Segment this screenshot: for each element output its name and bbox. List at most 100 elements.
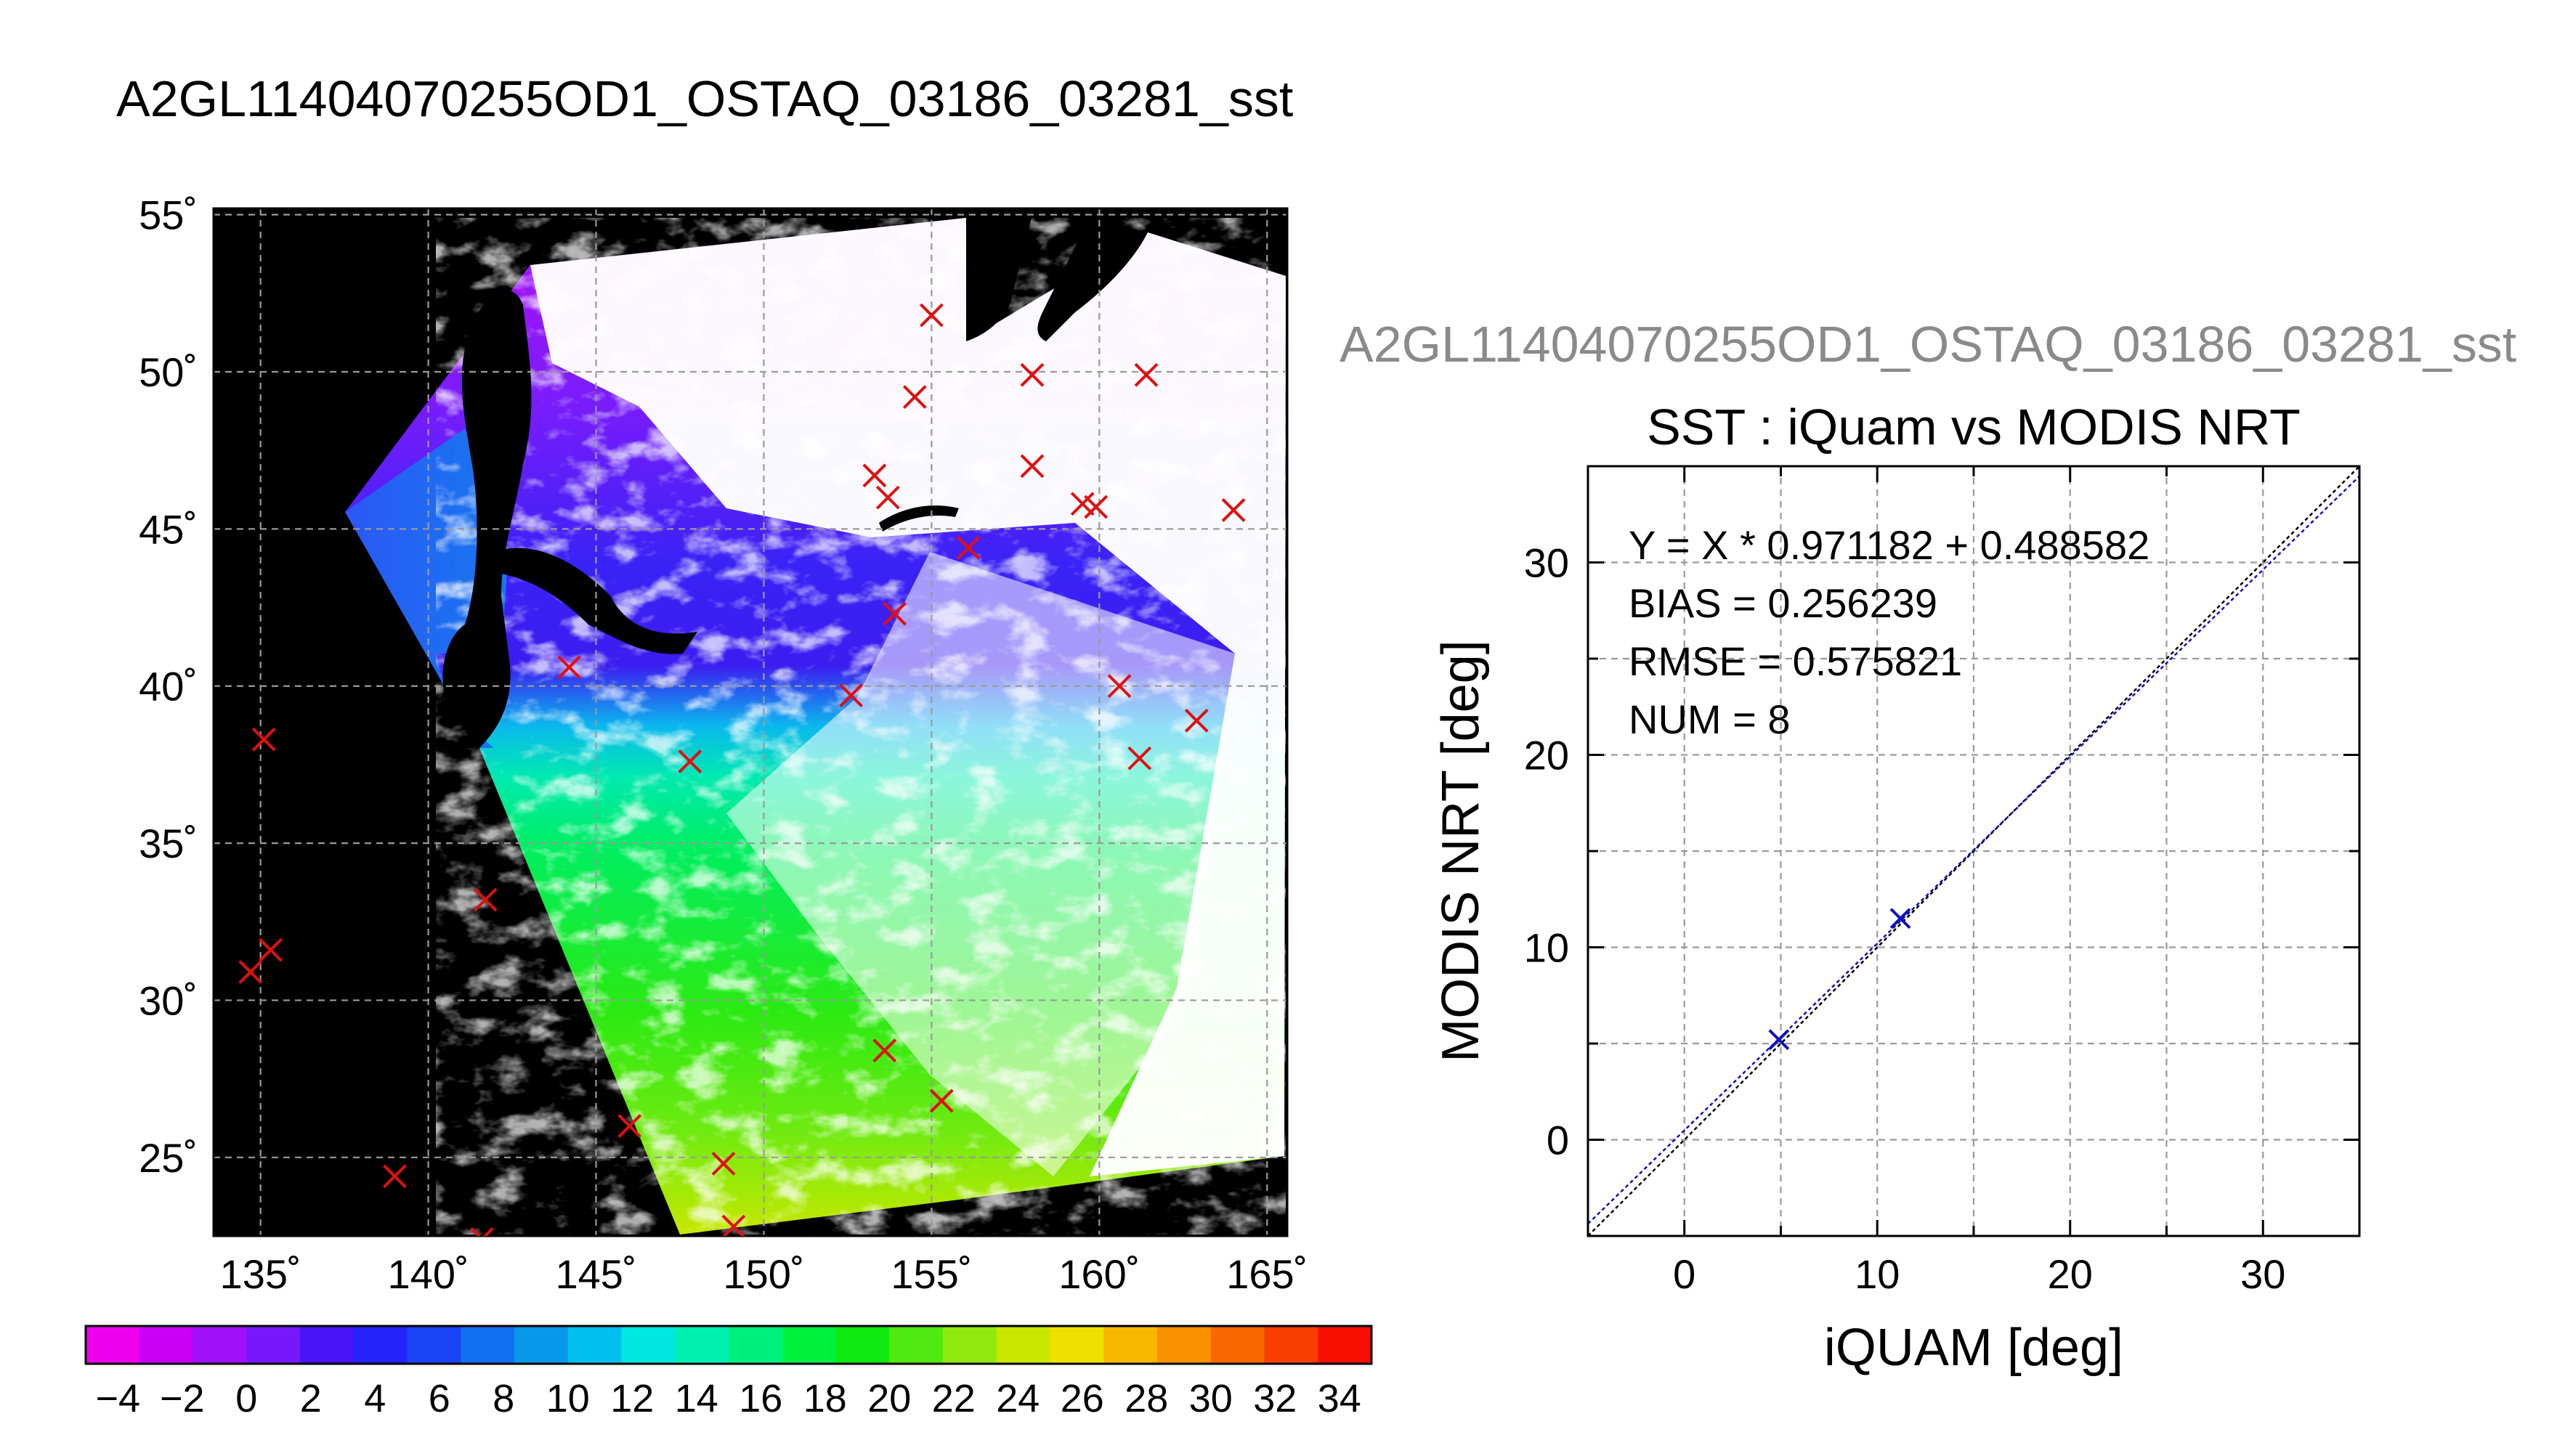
scatter-title: SST : iQuam vs MODIS NRT — [1647, 399, 2301, 455]
match-point-marker — [862, 463, 887, 488]
map-tick-labels: 135˚ 140˚ 145˚ 150˚ 155˚ 160˚ 165˚ 55˚ 50˚ 45˚ 40˚… — [139, 192, 1308, 1297]
colorbar-tick-label: 12 — [610, 1377, 654, 1420]
match-point-marker — [875, 485, 900, 510]
colorbar-tick-label: −2 — [160, 1377, 205, 1420]
lat-tick-label: 30˚ — [139, 977, 198, 1023]
colorbar-tick-label: 14 — [675, 1377, 718, 1420]
lon-tick-label: 135˚ — [220, 1251, 301, 1297]
match-point-marker — [1221, 497, 1246, 522]
land-hokkaido — [494, 548, 697, 654]
colorbar-swatch — [246, 1326, 301, 1364]
land-kamchatka — [1037, 218, 1148, 341]
colorbar-tick-label: 2 — [300, 1377, 322, 1420]
match-point-marker — [929, 1089, 954, 1113]
sst-map: 135˚ 140˚ 145˚ 150˚ 155˚ 160˚ 165˚ 55˚ 50˚ 45˚ 40˚… — [139, 192, 1308, 1297]
match-point-marker — [470, 1227, 494, 1236]
scatter-point — [1768, 1029, 1790, 1051]
match-point-marker — [678, 749, 702, 774]
match-point-marker — [1127, 746, 1152, 770]
match-point-marker — [872, 1038, 897, 1063]
colorbar-tick-label: 10 — [546, 1377, 590, 1420]
colorbar-swatch — [514, 1326, 569, 1364]
match-point-marker — [902, 385, 927, 410]
match-point-marker — [259, 938, 283, 962]
scatter-y-tick-label: 20 — [1524, 733, 1569, 778]
scatter-annotation: Y = X * 0.971182 + 0.488582 — [1629, 522, 2149, 568]
colorbar-swatch — [86, 1326, 140, 1364]
scatter-xlabel: iQUAM [deg] — [1824, 1319, 2123, 1377]
scatter-y-tick-label: 0 — [1547, 1118, 1569, 1163]
lon-tick-label: 145˚ — [555, 1251, 636, 1297]
match-point-marker — [1020, 454, 1045, 479]
colorbar-swatch — [1050, 1326, 1104, 1364]
colorbar-swatch — [835, 1326, 890, 1364]
match-point-marker — [557, 655, 582, 680]
match-point-marker — [1134, 362, 1159, 387]
scatter-grid — [1586, 465, 2361, 1237]
colorbar-swatch — [1157, 1326, 1212, 1364]
colorbar-swatch — [729, 1326, 783, 1364]
colorbar-swatch — [1210, 1326, 1265, 1364]
colorbar-tick-label: 20 — [867, 1377, 911, 1420]
colorbar-tick-label: 22 — [932, 1377, 976, 1420]
match-point-marker — [919, 303, 944, 328]
colorbar-swatch — [300, 1326, 354, 1364]
colorbar-frame — [84, 1325, 1373, 1365]
lon-tick-label: 160˚ — [1058, 1251, 1140, 1297]
lat-tick-label: 55˚ — [139, 192, 198, 238]
match-point-marker — [473, 887, 498, 912]
lat-tick-label: 40˚ — [139, 664, 198, 709]
scatter-annotation: RMSE = 0.575821 — [1629, 638, 1962, 684]
map-frame — [212, 207, 1289, 1237]
lat-tick-label: 50˚ — [139, 349, 198, 395]
scatter-annotations: Y = X * 0.971182 + 0.488582 BIAS = 0.2562… — [1629, 522, 2149, 742]
scatter-ylabel: MODIS NRT [deg] — [1432, 640, 1490, 1062]
colorbar-swatch — [461, 1326, 515, 1364]
colorbar-tick-label: 24 — [996, 1377, 1040, 1420]
colorbar-tick-label: 4 — [364, 1377, 386, 1420]
colorbar-swatch — [567, 1326, 622, 1364]
scatter-annotation: NUM = 8 — [1629, 696, 1791, 742]
colorbar-swatch — [139, 1326, 193, 1364]
lon-tick-label: 155˚ — [891, 1251, 972, 1297]
colorbar-tick-label: 6 — [429, 1377, 450, 1420]
scatter-tick-labels: 0 10 20 30 0 10 20 30 — [1524, 540, 2286, 1298]
cloud-texture — [436, 218, 1286, 1235]
colorbar-swatch — [407, 1326, 461, 1364]
match-point-marker — [617, 1114, 642, 1138]
scatter-frame — [1586, 465, 2361, 1237]
match-point-marker — [1107, 674, 1132, 699]
land-kamchatka-west — [966, 218, 1032, 341]
colorbar-swatch — [996, 1326, 1050, 1364]
colorbar-swatch — [353, 1326, 408, 1364]
colorbar-tick-label: −4 — [95, 1377, 140, 1420]
lon-tick-label: 150˚ — [723, 1251, 804, 1297]
scatter-y-tick-label: 30 — [1524, 540, 1569, 586]
lon-tick-label: 165˚ — [1226, 1251, 1308, 1297]
colorbar-swatch — [1318, 1326, 1372, 1364]
match-point-marker — [1020, 362, 1045, 387]
colorbar-swatch — [889, 1326, 944, 1364]
scatter-annotation: BIAS = 0.256239 — [1629, 580, 1937, 626]
scatter-lines — [1588, 466, 2359, 1236]
colorbar-tick-label: 34 — [1318, 1377, 1361, 1420]
match-point-marker — [1084, 495, 1109, 519]
colorbar: −4 −2 0 2 4 6 8 10 12 14 16 18 20 22 24 26 28 30 32 34 — [84, 1325, 1373, 1420]
lat-tick-label: 45˚ — [139, 506, 198, 552]
colorbar-tick-label: 28 — [1124, 1377, 1168, 1420]
lat-tick-label: 25˚ — [139, 1135, 198, 1181]
colorbar-swatch — [782, 1326, 836, 1364]
match-point-marker — [711, 1152, 736, 1176]
scatter-x-tick-label: 30 — [2240, 1251, 2285, 1297]
match-point-marker — [839, 683, 863, 708]
match-point-marker — [883, 601, 907, 626]
right-title: A2GL11404070255OD1_OSTAQ_03186_03281_sst — [1340, 316, 2516, 373]
match-point-marker — [382, 1164, 407, 1189]
colorbar-swatch — [193, 1326, 247, 1364]
fit-line — [1588, 475, 2359, 1225]
scatter-y-tick-label: 10 — [1524, 925, 1569, 971]
match-point-marker — [721, 1214, 746, 1236]
colorbar-swatch — [675, 1326, 729, 1364]
